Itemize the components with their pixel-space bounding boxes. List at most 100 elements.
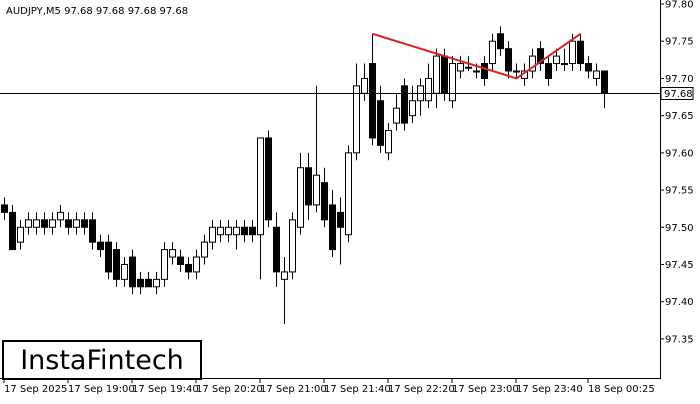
candle-body [561,63,568,66]
pattern-line [372,32,582,80]
candle-body [257,137,264,236]
candle-body [201,241,208,258]
candle-body [233,226,240,236]
candle-body [393,107,400,124]
candle-body [505,48,512,72]
candle-body [161,249,168,280]
x-tick-label: 17 Sep 23:00 [452,384,519,395]
x-tick-label: 17 Sep 21:00 [260,384,327,395]
candle-body [41,219,48,228]
candle-body [217,226,224,236]
candle-body [513,70,520,73]
y-tick-label: 97.70 [665,74,694,85]
candle-body [409,100,416,117]
candle-body [209,226,216,243]
candle-body [449,63,456,102]
candle-body [281,271,288,280]
x-tick-label: 17 Sep 20:20 [196,384,263,395]
y-tick-label: 97.65 [665,111,694,122]
candle-body [553,55,560,65]
candle-body [593,70,600,79]
candle-body [345,152,352,236]
y-tick-label: 97.35 [665,334,694,345]
x-tick-label: 17 Sep 23:40 [516,384,583,395]
y-tick-label: 97.60 [665,148,694,159]
candle-body [473,70,480,73]
candle-body [121,263,128,280]
x-tick-label: 17 Sep 2025 [4,384,67,395]
candle-body [129,256,136,288]
candle-body [457,63,464,72]
candle-body [65,219,72,228]
candle-body [497,33,504,50]
candle-body [313,174,320,206]
candle-body [353,85,360,154]
candle-body [569,40,576,65]
candle-body [433,55,440,94]
y-tick-label: 97.45 [665,260,694,271]
last-price-label: 97.68 [664,89,693,100]
candle-body [465,66,472,69]
candle-body [81,219,88,228]
candle-body [297,167,304,228]
candle-body [153,278,160,288]
candle-body [137,278,144,288]
candle-body [441,55,448,94]
candle-body [89,219,96,243]
candle-body [97,241,104,251]
candle-body [585,63,592,72]
candle-body [249,226,256,236]
x-tick-label: 18 Sep 00:25 [588,384,655,395]
candle-body [9,211,16,251]
candle-body [273,226,280,273]
x-tick-label: 17 Sep 22:20 [388,384,455,395]
candle-body [241,226,248,236]
candle-body [49,219,56,228]
candle-body [113,249,120,280]
x-tick-label: 17 Sep 19:40 [132,384,199,395]
candle-body [177,256,184,265]
x-tick-label: 17 Sep 19:00 [68,384,135,395]
candle-body [601,70,608,94]
candle-body [537,48,544,65]
candle-body [361,77,368,94]
logo-box [2,340,202,380]
y-tick-label: 97.55 [665,186,694,197]
candle-body [545,63,552,79]
candle-body [73,219,80,228]
candle-body [401,85,408,124]
y-tick-label: 97.75 [665,37,694,48]
candle-body [321,182,328,221]
candle-body [577,40,584,65]
candle-body [185,263,192,273]
candle-body [193,256,200,273]
candle-body [489,40,496,65]
candle-body [289,219,296,273]
candle-body [105,241,112,273]
candle-body [529,55,536,72]
candle-body [265,137,272,221]
candle-body [57,211,64,221]
chart-title: AUDJPY,M5 97.68 97.68 97.68 97.68 [6,6,188,17]
candle-body [1,204,8,213]
last-price-box [660,87,694,100]
candle-body [169,249,176,258]
candle-body [329,204,336,251]
candle-body [145,278,152,288]
y-tick-label: 97.40 [665,297,694,308]
candle-body [385,130,392,154]
candle-body [33,219,40,228]
candle-body [337,211,344,228]
candle-body [377,100,384,146]
y-tick-label: 97.80 [665,0,694,11]
watermark: InstaFintech [20,345,184,376]
candle-body [225,226,232,236]
candle-body [17,226,24,243]
y-tick-label: 97.50 [665,223,694,234]
candle-body [25,219,32,228]
candle-body [305,167,312,206]
candle-body [369,63,376,139]
candle-body [425,77,432,102]
x-tick-label: 17 Sep 21:40 [324,384,391,395]
